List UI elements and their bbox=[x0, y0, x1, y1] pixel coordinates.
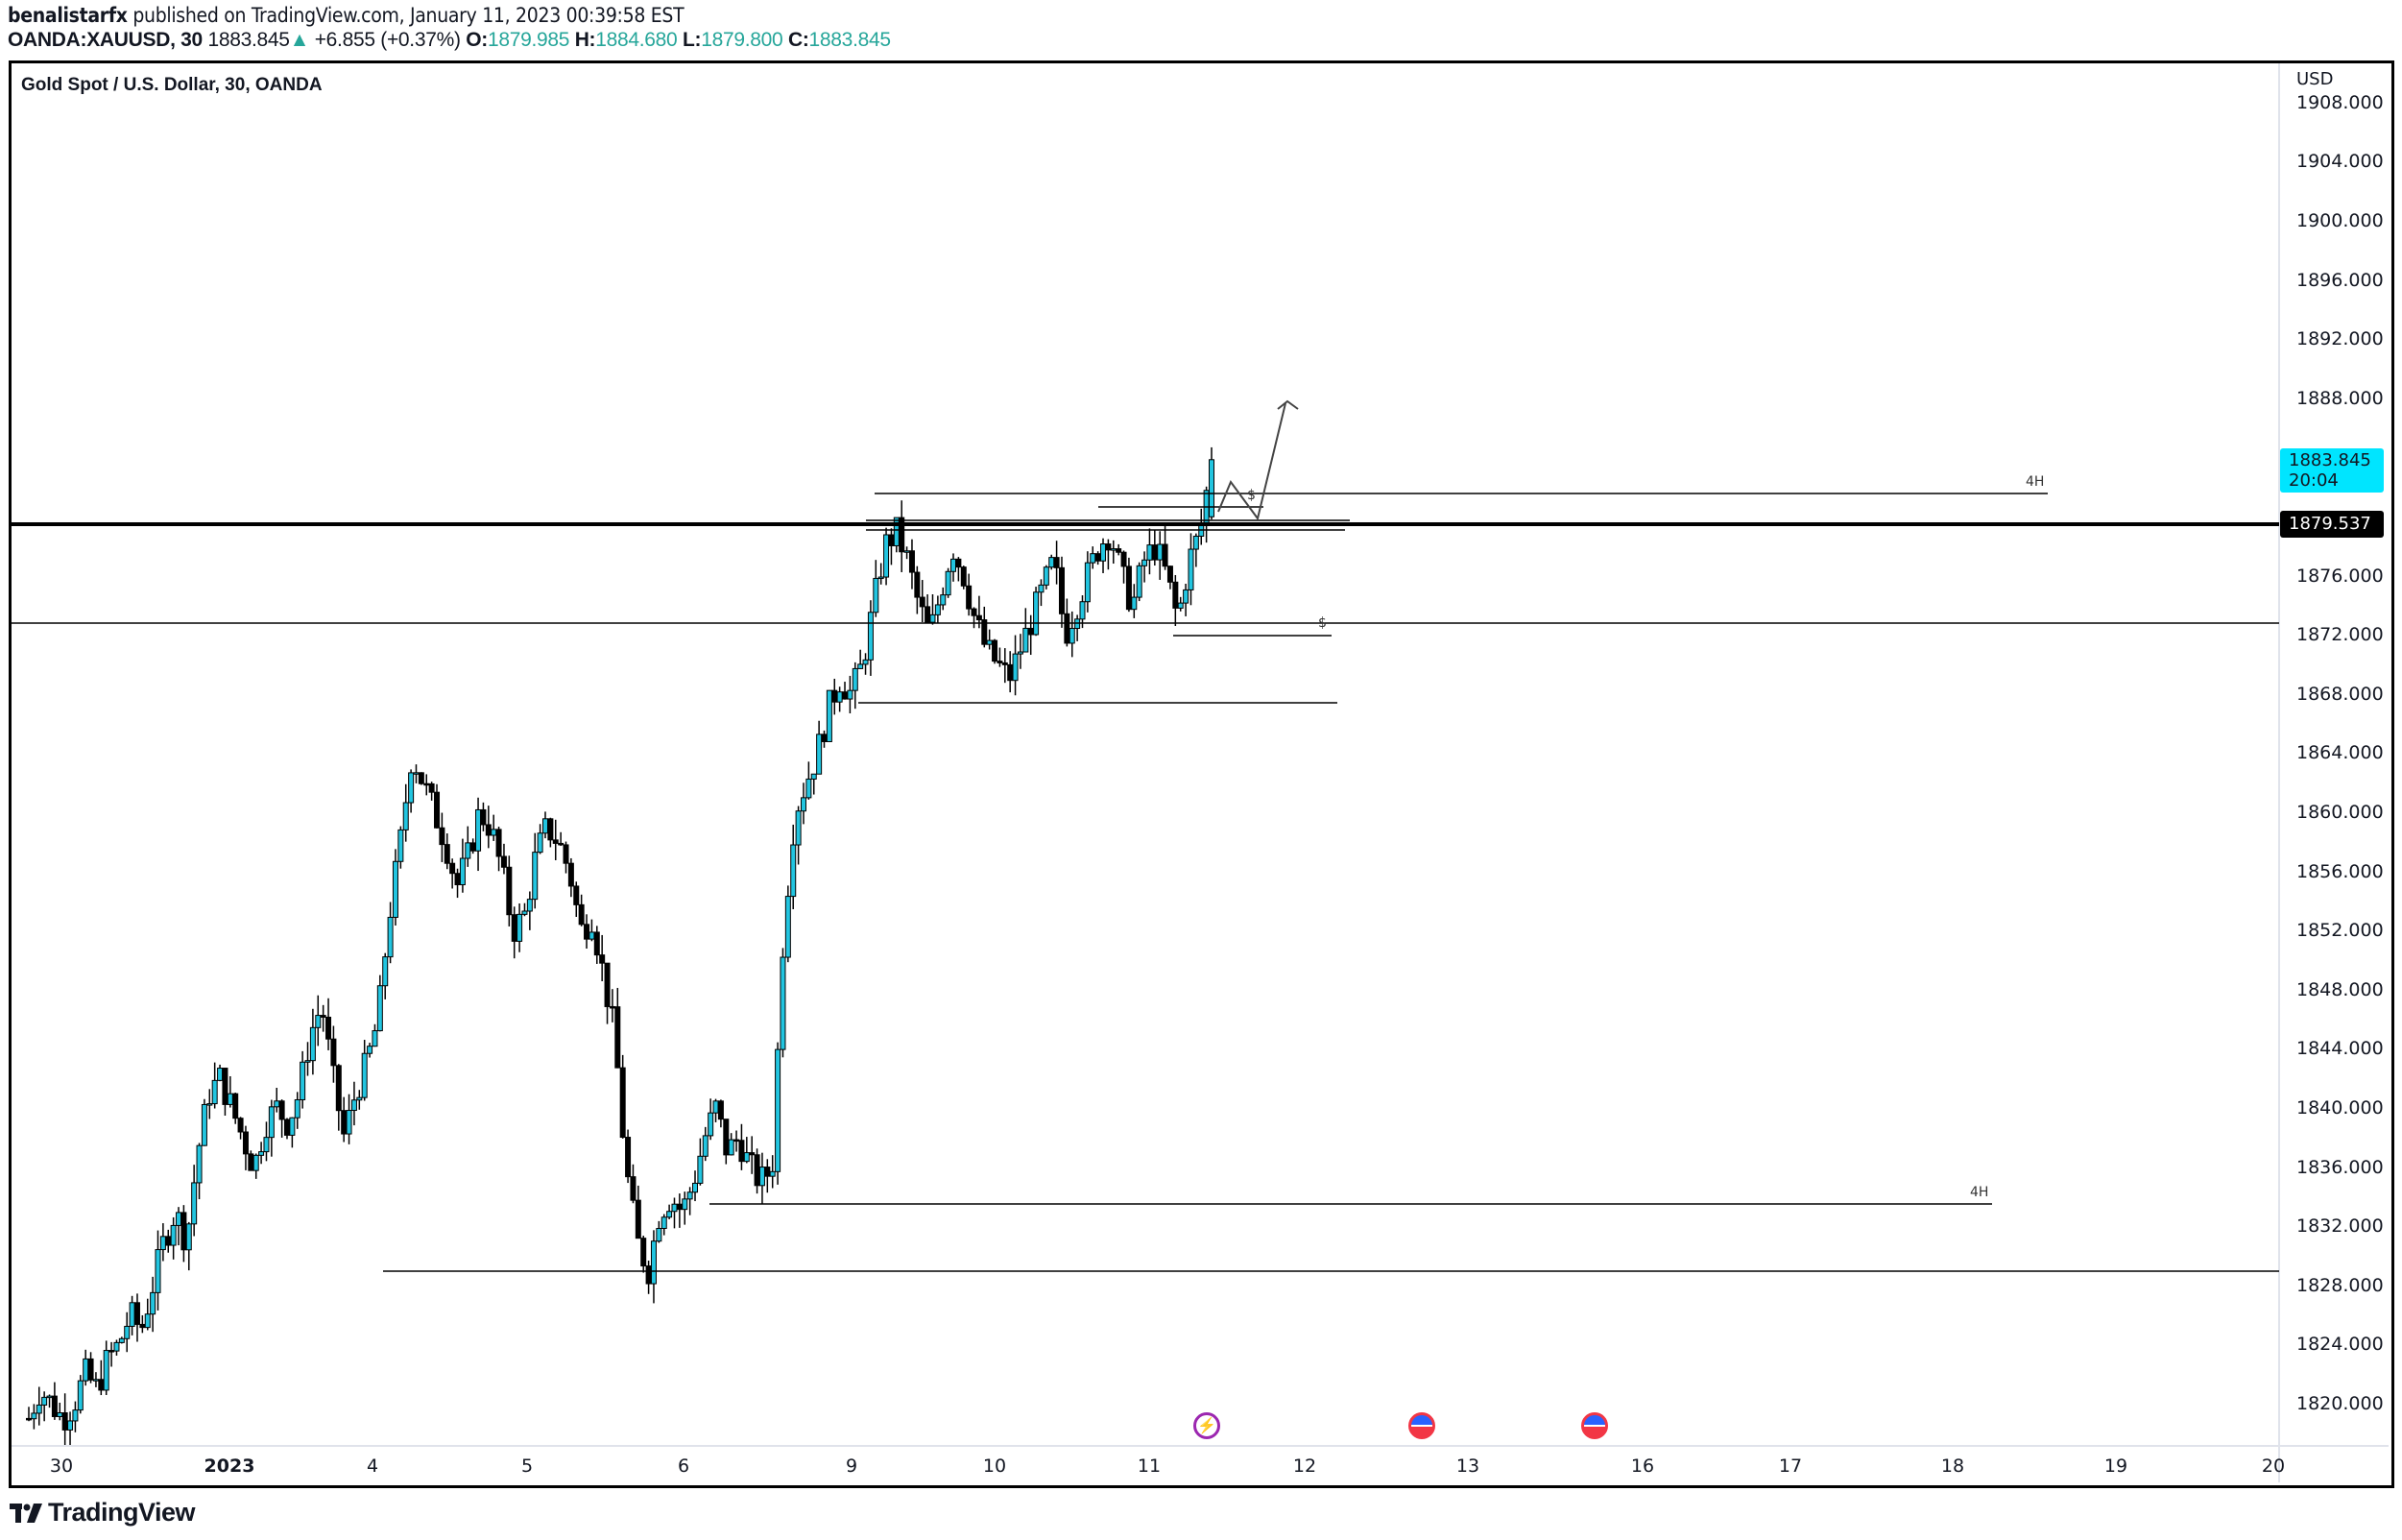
us-flag-icon[interactable] bbox=[1581, 1412, 1608, 1439]
close-value: 1883.845 bbox=[808, 29, 892, 51]
price-tick-label: 1864.000 bbox=[2296, 742, 2384, 764]
current-price: 1883.845 bbox=[2289, 450, 2371, 470]
arrow-head-icon bbox=[1277, 399, 1299, 410]
published-text: published on TradingView.com, January 11… bbox=[127, 4, 685, 27]
price-tick-label: 1904.000 bbox=[2296, 151, 2384, 173]
chart-title: Gold Spot / U.S. Dollar, 30, OANDA bbox=[21, 75, 323, 95]
price-tick-label: 1900.000 bbox=[2296, 210, 2384, 231]
fourh-label-bottom: 4H bbox=[1970, 1185, 1989, 1200]
line-price-tag: 1879.537 bbox=[2280, 511, 2384, 538]
current-price-tag: 1883.845 20:04 bbox=[2280, 448, 2384, 493]
price-tick-label: 1848.000 bbox=[2296, 978, 2384, 1000]
change: +6.855 (+0.37%) bbox=[314, 29, 461, 51]
price-tick-label: 1840.000 bbox=[2296, 1097, 2384, 1119]
bar-countdown: 20:04 bbox=[2289, 470, 2339, 491]
close-label: C: bbox=[787, 29, 809, 51]
dollar-label-top: $ bbox=[1247, 488, 1256, 503]
time-tick-label: 2023 bbox=[204, 1456, 255, 1477]
brand-name: TradingView bbox=[48, 1498, 196, 1527]
price-tick-label: 1872.000 bbox=[2296, 624, 2384, 646]
time-tick-label: 11 bbox=[1137, 1456, 1162, 1477]
high-label: H: bbox=[574, 29, 596, 51]
chart-frame bbox=[9, 60, 2394, 1488]
up-arrow-icon: ▲ bbox=[289, 29, 310, 51]
dollar-label-bottom: $ bbox=[1318, 615, 1327, 631]
lightning-icon[interactable]: ⚡ bbox=[1193, 1412, 1220, 1439]
time-tick-label: 19 bbox=[2103, 1456, 2128, 1477]
time-tick-label: 4 bbox=[366, 1456, 379, 1477]
time-tick-label: 9 bbox=[845, 1456, 858, 1477]
drawings[interactable] bbox=[12, 399, 2279, 1272]
price-tick-label: 1852.000 bbox=[2296, 920, 2384, 942]
low-label: L: bbox=[683, 29, 702, 51]
price-tick-label: 1896.000 bbox=[2296, 269, 2384, 291]
price-tick-label: 1868.000 bbox=[2296, 683, 2384, 705]
price-tick-label: 1888.000 bbox=[2296, 387, 2384, 409]
price-tick-label: 1820.000 bbox=[2296, 1393, 2384, 1414]
time-tick-label: 30 bbox=[49, 1456, 74, 1477]
time-tick-label: 6 bbox=[677, 1456, 690, 1477]
fourh-label-top: 4H bbox=[2026, 474, 2045, 490]
currency-label: USD bbox=[2296, 69, 2334, 89]
high-value: 1884.680 bbox=[595, 29, 678, 51]
tradingview-logo-icon bbox=[10, 1503, 42, 1523]
price-tick-label: 1824.000 bbox=[2296, 1334, 2384, 1356]
price-tick-label: 1860.000 bbox=[2296, 802, 2384, 823]
time-tick-label: 5 bbox=[520, 1456, 534, 1477]
time-tick-label: 18 bbox=[1940, 1456, 1965, 1477]
price-tick-label: 1832.000 bbox=[2296, 1215, 2384, 1238]
time-tick-label: 20 bbox=[2261, 1456, 2286, 1477]
price-tick-label: 1856.000 bbox=[2296, 860, 2384, 882]
us-flag-icon[interactable] bbox=[1408, 1412, 1435, 1439]
time-tick-label: 16 bbox=[1630, 1456, 1655, 1477]
symbol-info: OANDA:XAUUSD, 30 1883.845▲ +6.855 (+0.37… bbox=[8, 29, 891, 52]
symbol: OANDA:XAUUSD, 30 bbox=[8, 29, 203, 51]
time-tick-label: 13 bbox=[1455, 1456, 1480, 1477]
candles bbox=[26, 446, 1214, 1445]
open-label: O: bbox=[466, 29, 488, 51]
open-value: 1879.985 bbox=[487, 29, 570, 51]
publish-info: benalistarfx published on TradingView.co… bbox=[8, 4, 685, 27]
price-tick-label: 1892.000 bbox=[2296, 328, 2384, 350]
low-value: 1879.800 bbox=[701, 29, 783, 51]
last-price: 1883.845 bbox=[207, 29, 290, 51]
price-tick-label: 1908.000 bbox=[2296, 91, 2384, 113]
price-tick-label: 1844.000 bbox=[2296, 1038, 2384, 1060]
tradingview-logo[interactable]: TradingView bbox=[10, 1498, 196, 1528]
time-tick-label: 12 bbox=[1292, 1456, 1317, 1477]
author-name[interactable]: benalistarfx bbox=[8, 4, 128, 27]
time-tick-label: 17 bbox=[1778, 1456, 1803, 1477]
price-tick-label: 1836.000 bbox=[2296, 1156, 2384, 1178]
projection-path[interactable] bbox=[1217, 402, 1286, 521]
time-tick-label: 10 bbox=[982, 1456, 1007, 1477]
price-tick-label: 1828.000 bbox=[2296, 1274, 2384, 1296]
price-tick-label: 1876.000 bbox=[2296, 565, 2384, 587]
